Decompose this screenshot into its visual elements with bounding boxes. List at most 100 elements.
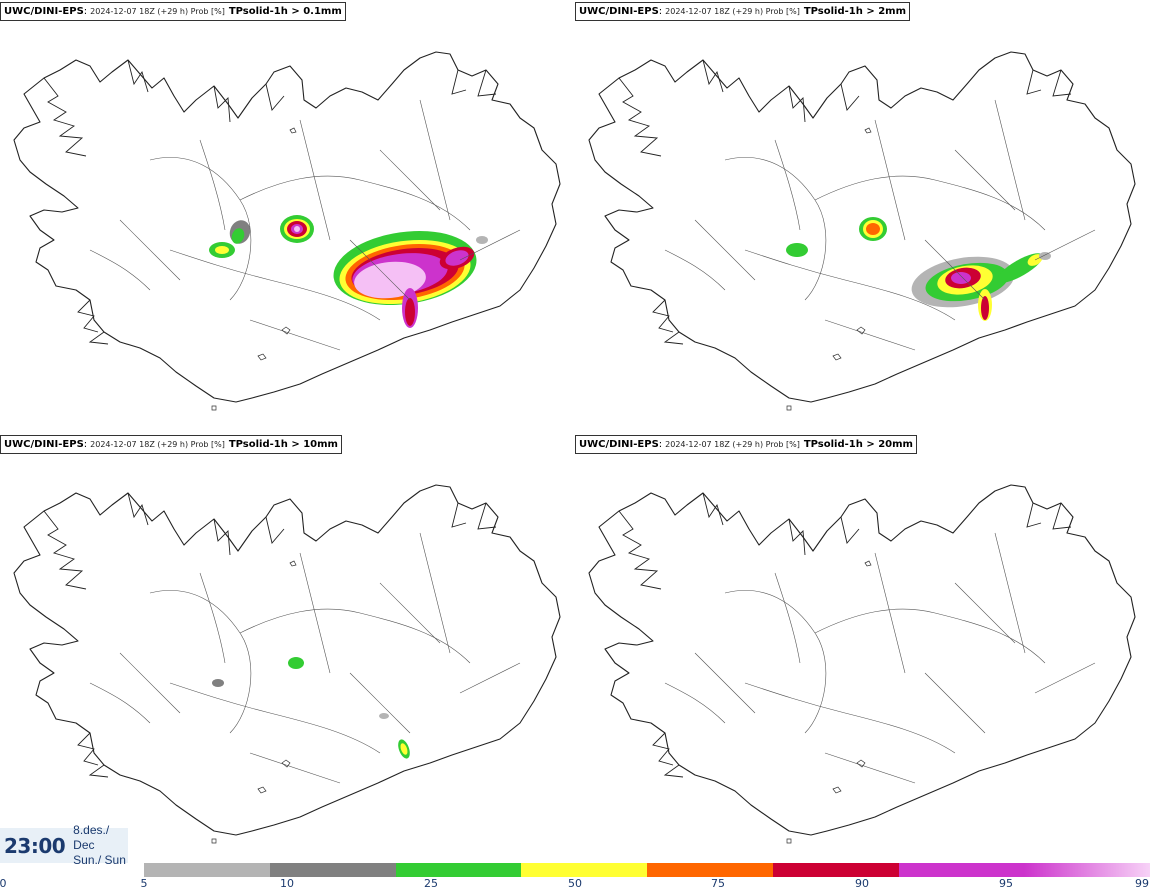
variable-name: TPsolid-1h > 20mm (803, 439, 913, 450)
region-boundary (249, 752, 341, 784)
probability-contour (212, 679, 224, 687)
fjord-lines (618, 492, 1072, 778)
coastline (588, 484, 1136, 836)
probability-contour (951, 272, 971, 284)
probability-contour (981, 296, 989, 320)
iceland-map (588, 51, 1136, 411)
colorbar-segment (647, 863, 773, 877)
fjord-lines (43, 59, 497, 345)
region-boundary (419, 532, 451, 654)
probability-field (209, 215, 488, 328)
region-boundary (724, 157, 827, 301)
run-info: 2024-12-07 18Z (+29 h) Prob [%] (665, 7, 800, 16)
region-boundary (694, 219, 756, 281)
colorbar-segment (898, 863, 1025, 877)
iceland-map (13, 484, 561, 844)
region-boundary (299, 119, 331, 241)
valid-time: 23:00 (4, 833, 66, 858)
colorbar-tick-label: 10 (280, 877, 294, 890)
lake-outline (211, 405, 217, 411)
colorbar-segment (269, 863, 396, 877)
lake-outline (786, 405, 792, 411)
valid-time-box: 23:00 8.des./ Dec Sun./ Sun (0, 823, 128, 867)
colorbar-tick-label: 99 (1135, 877, 1149, 890)
region-boundary (1034, 662, 1096, 694)
probability-contour (231, 228, 245, 244)
variable-name: TPsolid-1h > 10mm (228, 439, 338, 450)
region-boundary (89, 249, 151, 291)
panel-bottom-left: UWC/DINI-EPS: 2024-12-07 18Z (+29 h) Pro… (0, 433, 575, 863)
probability-contour (379, 713, 389, 719)
panel-bottom-right: UWC/DINI-EPS: 2024-12-07 18Z (+29 h) Pro… (575, 433, 1150, 863)
region-boundary (299, 552, 331, 674)
probability-field (212, 657, 410, 759)
colorbar-segment (395, 863, 522, 877)
probability-contour (405, 298, 415, 326)
lake-outline (864, 127, 872, 134)
region-boundary (924, 239, 986, 301)
colorbar-tick-label: 75 (711, 877, 725, 890)
region-boundary (349, 672, 411, 734)
probability-colorbar (144, 863, 1150, 877)
panel-title: UWC/DINI-EPS: 2024-12-07 18Z (+29 h) Pro… (575, 435, 917, 454)
panel-top-right: UWC/DINI-EPS: 2024-12-07 18Z (+29 h) Pro… (575, 0, 1150, 430)
region-boundary (119, 219, 181, 281)
iceland-map (13, 51, 561, 411)
region-boundary (89, 682, 151, 724)
probability-contour (288, 657, 304, 669)
region-boundary (824, 319, 916, 351)
region-boundary (954, 582, 1016, 644)
probability-contour (294, 226, 300, 232)
probability-contour (1039, 252, 1051, 260)
region-boundary (664, 682, 726, 724)
region-boundary (419, 99, 451, 221)
coastline (588, 51, 1136, 403)
model-name: UWC/DINI-EPS (579, 439, 659, 450)
region-boundary (814, 175, 1046, 231)
probability-contour (215, 246, 229, 254)
region-boundary (199, 572, 226, 664)
region-boundary (249, 319, 341, 351)
lake-outline (856, 326, 866, 335)
region-boundary (774, 572, 801, 664)
region-boundary (814, 608, 1046, 664)
region-boundary (744, 682, 956, 754)
region-boundary (349, 239, 411, 301)
panel-title: UWC/DINI-EPS: 2024-12-07 18Z (+29 h) Pro… (575, 2, 911, 21)
colorbar-tick-label: 90 (855, 877, 869, 890)
region-boundary (994, 532, 1026, 654)
region-boundary (874, 552, 906, 674)
colorbar-segment (521, 863, 647, 877)
lake-outline (257, 353, 267, 361)
region-boundary (724, 590, 827, 734)
region-boundary (824, 752, 916, 784)
region-boundary (379, 582, 441, 644)
lake-outline (832, 786, 842, 794)
region-boundary (924, 672, 986, 734)
coastline-layer (13, 51, 561, 411)
region-boundary (169, 249, 381, 321)
region-boundary (774, 139, 801, 231)
lake-outline (856, 759, 866, 768)
lake-outline (786, 838, 792, 844)
panel-top-left: UWC/DINI-EPS: 2024-12-07 18Z (+29 h) Pro… (0, 0, 575, 430)
panel-title: UWC/DINI-EPS: 2024-12-07 18Z (+29 h) Pro… (0, 2, 346, 21)
model-name: UWC/DINI-EPS (579, 6, 659, 17)
model-name: UWC/DINI-EPS (4, 6, 84, 17)
lake-outline (211, 838, 217, 844)
fjord-lines (618, 59, 1072, 345)
region-boundary (694, 652, 756, 714)
lake-outline (864, 560, 872, 567)
lake-outline (289, 560, 297, 567)
probability-contour (445, 250, 469, 266)
valid-date-day: 8.des./ Dec (73, 823, 110, 852)
probability-contour (786, 243, 808, 257)
fjord-lines (43, 492, 497, 778)
colorbar-tick-labels: 0 5 10 25 50 75 90 95 99 (0, 877, 1150, 891)
run-info: 2024-12-07 18Z (+29 h) Prob [%] (90, 7, 225, 16)
probability-contour (476, 236, 488, 244)
region-boundary (459, 229, 521, 261)
panel-title: UWC/DINI-EPS: 2024-12-07 18Z (+29 h) Pro… (0, 435, 342, 454)
colorbar-tick-label: 5 (140, 877, 148, 890)
valid-date: 8.des./ Dec Sun./ Sun (73, 823, 128, 868)
